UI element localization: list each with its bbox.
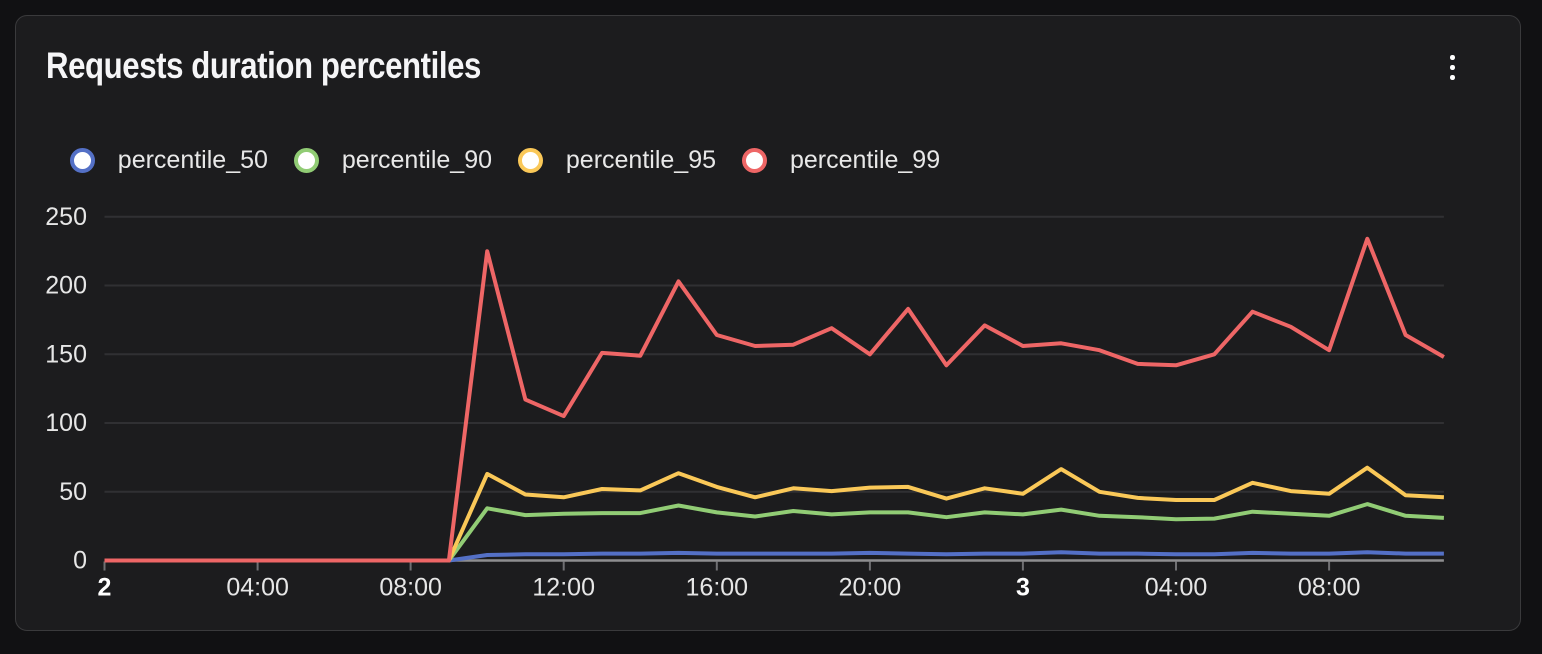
svg-text:50: 50 (59, 478, 87, 506)
svg-text:08:00: 08:00 (379, 574, 442, 602)
svg-text:150: 150 (45, 340, 87, 368)
svg-text:250: 250 (45, 203, 87, 231)
svg-text:08:00: 08:00 (1298, 574, 1361, 602)
svg-text:0: 0 (73, 547, 87, 575)
svg-text:3: 3 (1016, 574, 1030, 602)
svg-text:16:00: 16:00 (686, 574, 749, 602)
svg-text:20:00: 20:00 (839, 574, 902, 602)
svg-text:12:00: 12:00 (532, 574, 595, 602)
svg-text:04:00: 04:00 (226, 574, 289, 602)
svg-text:2: 2 (98, 574, 112, 602)
svg-text:200: 200 (45, 272, 87, 300)
svg-text:100: 100 (45, 409, 87, 437)
svg-text:04:00: 04:00 (1145, 574, 1208, 602)
